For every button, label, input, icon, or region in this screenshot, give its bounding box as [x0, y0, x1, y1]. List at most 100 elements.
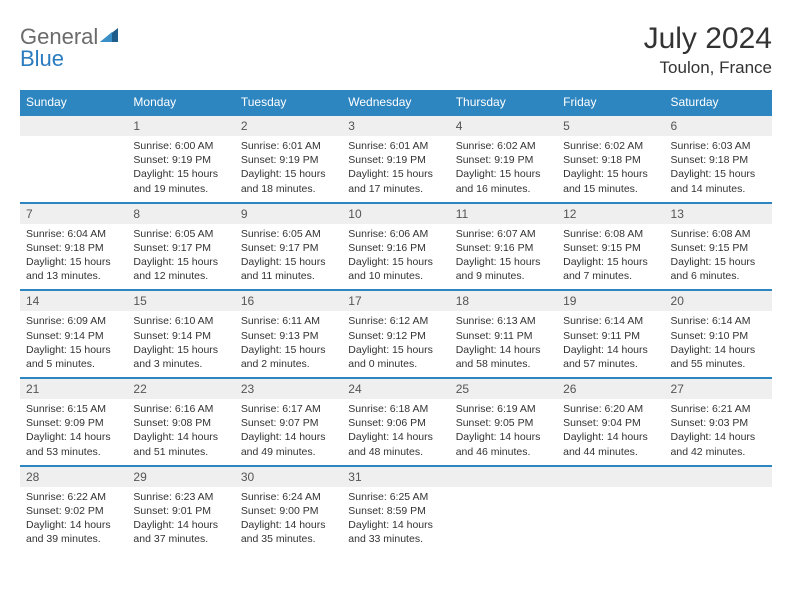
calendar-day-cell: 28Sunrise: 6:22 AMSunset: 9:02 PMDayligh…: [20, 466, 127, 553]
calendar-day-cell: 17Sunrise: 6:12 AMSunset: 9:12 PMDayligh…: [342, 290, 449, 378]
day-number: 25: [450, 379, 557, 399]
calendar-day-cell: 12Sunrise: 6:08 AMSunset: 9:15 PMDayligh…: [557, 203, 664, 291]
daylight-text: Daylight: 14 hours and 42 minutes.: [671, 430, 766, 458]
daylight-text: Daylight: 15 hours and 18 minutes.: [241, 167, 336, 195]
daylight-text: Daylight: 15 hours and 6 minutes.: [671, 255, 766, 283]
sunset-text: Sunset: 9:17 PM: [133, 241, 228, 255]
calendar-day-cell: 11Sunrise: 6:07 AMSunset: 9:16 PMDayligh…: [450, 203, 557, 291]
daylight-text: Daylight: 15 hours and 10 minutes.: [348, 255, 443, 283]
calendar-day-cell: 14Sunrise: 6:09 AMSunset: 9:14 PMDayligh…: [20, 290, 127, 378]
calendar-day-cell: 27Sunrise: 6:21 AMSunset: 9:03 PMDayligh…: [665, 378, 772, 466]
sunrise-text: Sunrise: 6:04 AM: [26, 227, 121, 241]
day-number: 15: [127, 291, 234, 311]
calendar-week-row: 14Sunrise: 6:09 AMSunset: 9:14 PMDayligh…: [20, 290, 772, 378]
day-info: Sunrise: 6:19 AMSunset: 9:05 PMDaylight:…: [450, 399, 557, 465]
calendar-head: SundayMondayTuesdayWednesdayThursdayFrid…: [20, 90, 772, 115]
calendar-day-cell: 8Sunrise: 6:05 AMSunset: 9:17 PMDaylight…: [127, 203, 234, 291]
sunrise-text: Sunrise: 6:03 AM: [671, 139, 766, 153]
sunset-text: Sunset: 9:14 PM: [26, 329, 121, 343]
sunset-text: Sunset: 9:17 PM: [241, 241, 336, 255]
day-number: 3: [342, 116, 449, 136]
daylight-text: Daylight: 15 hours and 19 minutes.: [133, 167, 228, 195]
calendar-day-cell: 20Sunrise: 6:14 AMSunset: 9:10 PMDayligh…: [665, 290, 772, 378]
day-info: Sunrise: 6:17 AMSunset: 9:07 PMDaylight:…: [235, 399, 342, 465]
day-number: 8: [127, 204, 234, 224]
calendar-day-cell: [450, 466, 557, 553]
calendar-body: 1Sunrise: 6:00 AMSunset: 9:19 PMDaylight…: [20, 115, 772, 552]
sunset-text: Sunset: 9:15 PM: [563, 241, 658, 255]
daylight-text: Daylight: 14 hours and 49 minutes.: [241, 430, 336, 458]
sunset-text: Sunset: 9:06 PM: [348, 416, 443, 430]
calendar-week-row: 1Sunrise: 6:00 AMSunset: 9:19 PMDaylight…: [20, 115, 772, 203]
day-number: 26: [557, 379, 664, 399]
calendar-day-cell: 25Sunrise: 6:19 AMSunset: 9:05 PMDayligh…: [450, 378, 557, 466]
sunset-text: Sunset: 9:04 PM: [563, 416, 658, 430]
sunset-text: Sunset: 9:02 PM: [26, 504, 121, 518]
sunrise-text: Sunrise: 6:12 AM: [348, 314, 443, 328]
daylight-text: Daylight: 14 hours and 57 minutes.: [563, 343, 658, 371]
calendar-day-cell: 6Sunrise: 6:03 AMSunset: 9:18 PMDaylight…: [665, 115, 772, 203]
day-info: Sunrise: 6:14 AMSunset: 9:10 PMDaylight:…: [665, 311, 772, 377]
calendar-day-cell: 7Sunrise: 6:04 AMSunset: 9:18 PMDaylight…: [20, 203, 127, 291]
sunrise-text: Sunrise: 6:06 AM: [348, 227, 443, 241]
day-number: 28: [20, 467, 127, 487]
weekday-header: Saturday: [665, 90, 772, 115]
day-number: 27: [665, 379, 772, 399]
day-info: Sunrise: 6:11 AMSunset: 9:13 PMDaylight:…: [235, 311, 342, 377]
sunrise-text: Sunrise: 6:02 AM: [456, 139, 551, 153]
sunrise-text: Sunrise: 6:18 AM: [348, 402, 443, 416]
sunset-text: Sunset: 9:16 PM: [456, 241, 551, 255]
day-number: 9: [235, 204, 342, 224]
sunset-text: Sunset: 9:11 PM: [563, 329, 658, 343]
daylight-text: Daylight: 14 hours and 51 minutes.: [133, 430, 228, 458]
weekday-header: Tuesday: [235, 90, 342, 115]
sunrise-text: Sunrise: 6:08 AM: [671, 227, 766, 241]
weekday-header: Thursday: [450, 90, 557, 115]
daylight-text: Daylight: 14 hours and 55 minutes.: [671, 343, 766, 371]
day-info: Sunrise: 6:12 AMSunset: 9:12 PMDaylight:…: [342, 311, 449, 377]
calendar-week-row: 21Sunrise: 6:15 AMSunset: 9:09 PMDayligh…: [20, 378, 772, 466]
calendar-day-cell: 2Sunrise: 6:01 AMSunset: 9:19 PMDaylight…: [235, 115, 342, 203]
day-info: Sunrise: 6:02 AMSunset: 9:18 PMDaylight:…: [557, 136, 664, 202]
sunset-text: Sunset: 9:01 PM: [133, 504, 228, 518]
day-number: 31: [342, 467, 449, 487]
day-info: Sunrise: 6:02 AMSunset: 9:19 PMDaylight:…: [450, 136, 557, 202]
brand-blue: Blue: [20, 48, 120, 70]
calendar-day-cell: 13Sunrise: 6:08 AMSunset: 9:15 PMDayligh…: [665, 203, 772, 291]
calendar-day-cell: 1Sunrise: 6:00 AMSunset: 9:19 PMDaylight…: [127, 115, 234, 203]
daylight-text: Daylight: 15 hours and 12 minutes.: [133, 255, 228, 283]
calendar-day-cell: 3Sunrise: 6:01 AMSunset: 9:19 PMDaylight…: [342, 115, 449, 203]
day-info: Sunrise: 6:00 AMSunset: 9:19 PMDaylight:…: [127, 136, 234, 202]
day-number: 16: [235, 291, 342, 311]
sunset-text: Sunset: 9:07 PM: [241, 416, 336, 430]
sunset-text: Sunset: 8:59 PM: [348, 504, 443, 518]
sunrise-text: Sunrise: 6:19 AM: [456, 402, 551, 416]
daylight-text: Daylight: 14 hours and 44 minutes.: [563, 430, 658, 458]
day-info: Sunrise: 6:15 AMSunset: 9:09 PMDaylight:…: [20, 399, 127, 465]
daylight-text: Daylight: 15 hours and 7 minutes.: [563, 255, 658, 283]
day-info: Sunrise: 6:25 AMSunset: 8:59 PMDaylight:…: [342, 487, 449, 553]
day-number: 20: [665, 291, 772, 311]
location-label: Toulon, France: [644, 58, 772, 78]
calendar-day-cell: 29Sunrise: 6:23 AMSunset: 9:01 PMDayligh…: [127, 466, 234, 553]
day-info: Sunrise: 6:04 AMSunset: 9:18 PMDaylight:…: [20, 224, 127, 290]
day-number: [20, 116, 127, 136]
day-number: [665, 467, 772, 487]
daylight-text: Daylight: 15 hours and 0 minutes.: [348, 343, 443, 371]
day-info: Sunrise: 6:23 AMSunset: 9:01 PMDaylight:…: [127, 487, 234, 553]
calendar-day-cell: [665, 466, 772, 553]
sunset-text: Sunset: 9:19 PM: [456, 153, 551, 167]
sunrise-text: Sunrise: 6:10 AM: [133, 314, 228, 328]
sunset-text: Sunset: 9:12 PM: [348, 329, 443, 343]
calendar-day-cell: 19Sunrise: 6:14 AMSunset: 9:11 PMDayligh…: [557, 290, 664, 378]
calendar-day-cell: 4Sunrise: 6:02 AMSunset: 9:19 PMDaylight…: [450, 115, 557, 203]
brand-logo: General Blue: [20, 26, 120, 70]
day-info: Sunrise: 6:10 AMSunset: 9:14 PMDaylight:…: [127, 311, 234, 377]
sunset-text: Sunset: 9:19 PM: [241, 153, 336, 167]
day-number: 4: [450, 116, 557, 136]
sunrise-text: Sunrise: 6:14 AM: [563, 314, 658, 328]
sunset-text: Sunset: 9:14 PM: [133, 329, 228, 343]
page-header: General Blue July 2024 Toulon, France: [20, 22, 772, 78]
sunrise-text: Sunrise: 6:17 AM: [241, 402, 336, 416]
daylight-text: Daylight: 15 hours and 5 minutes.: [26, 343, 121, 371]
